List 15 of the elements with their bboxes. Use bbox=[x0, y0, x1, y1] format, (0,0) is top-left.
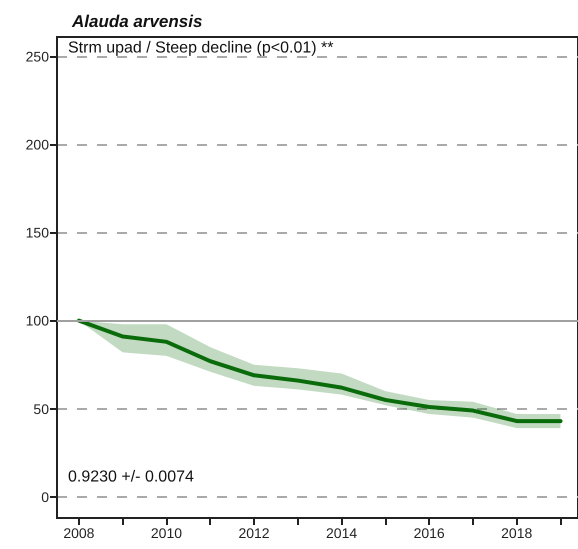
annotation: 0.9230 +/- 0.0074 bbox=[68, 468, 194, 486]
y-tick-label: 250 bbox=[26, 48, 50, 64]
x-tick-label: 2012 bbox=[238, 525, 270, 541]
x-tick-label: 2008 bbox=[63, 525, 95, 541]
y-tick-label: 50 bbox=[33, 400, 50, 417]
x-tick-label: 2010 bbox=[150, 525, 182, 541]
x-tick-label: 2016 bbox=[414, 525, 445, 541]
x-tick-label: 2018 bbox=[501, 525, 532, 541]
y-tick-label: 200 bbox=[26, 136, 50, 152]
y-tick-label: 100 bbox=[26, 312, 50, 329]
y-tick-label: 0 bbox=[41, 488, 50, 505]
y-tick-label: 150 bbox=[26, 224, 50, 241]
annotation: Strm upad / Steep decline (p<0.01) ** bbox=[68, 40, 334, 56]
chart-title: Alauda arvensis bbox=[71, 12, 202, 31]
x-tick-label: 2014 bbox=[326, 525, 358, 541]
